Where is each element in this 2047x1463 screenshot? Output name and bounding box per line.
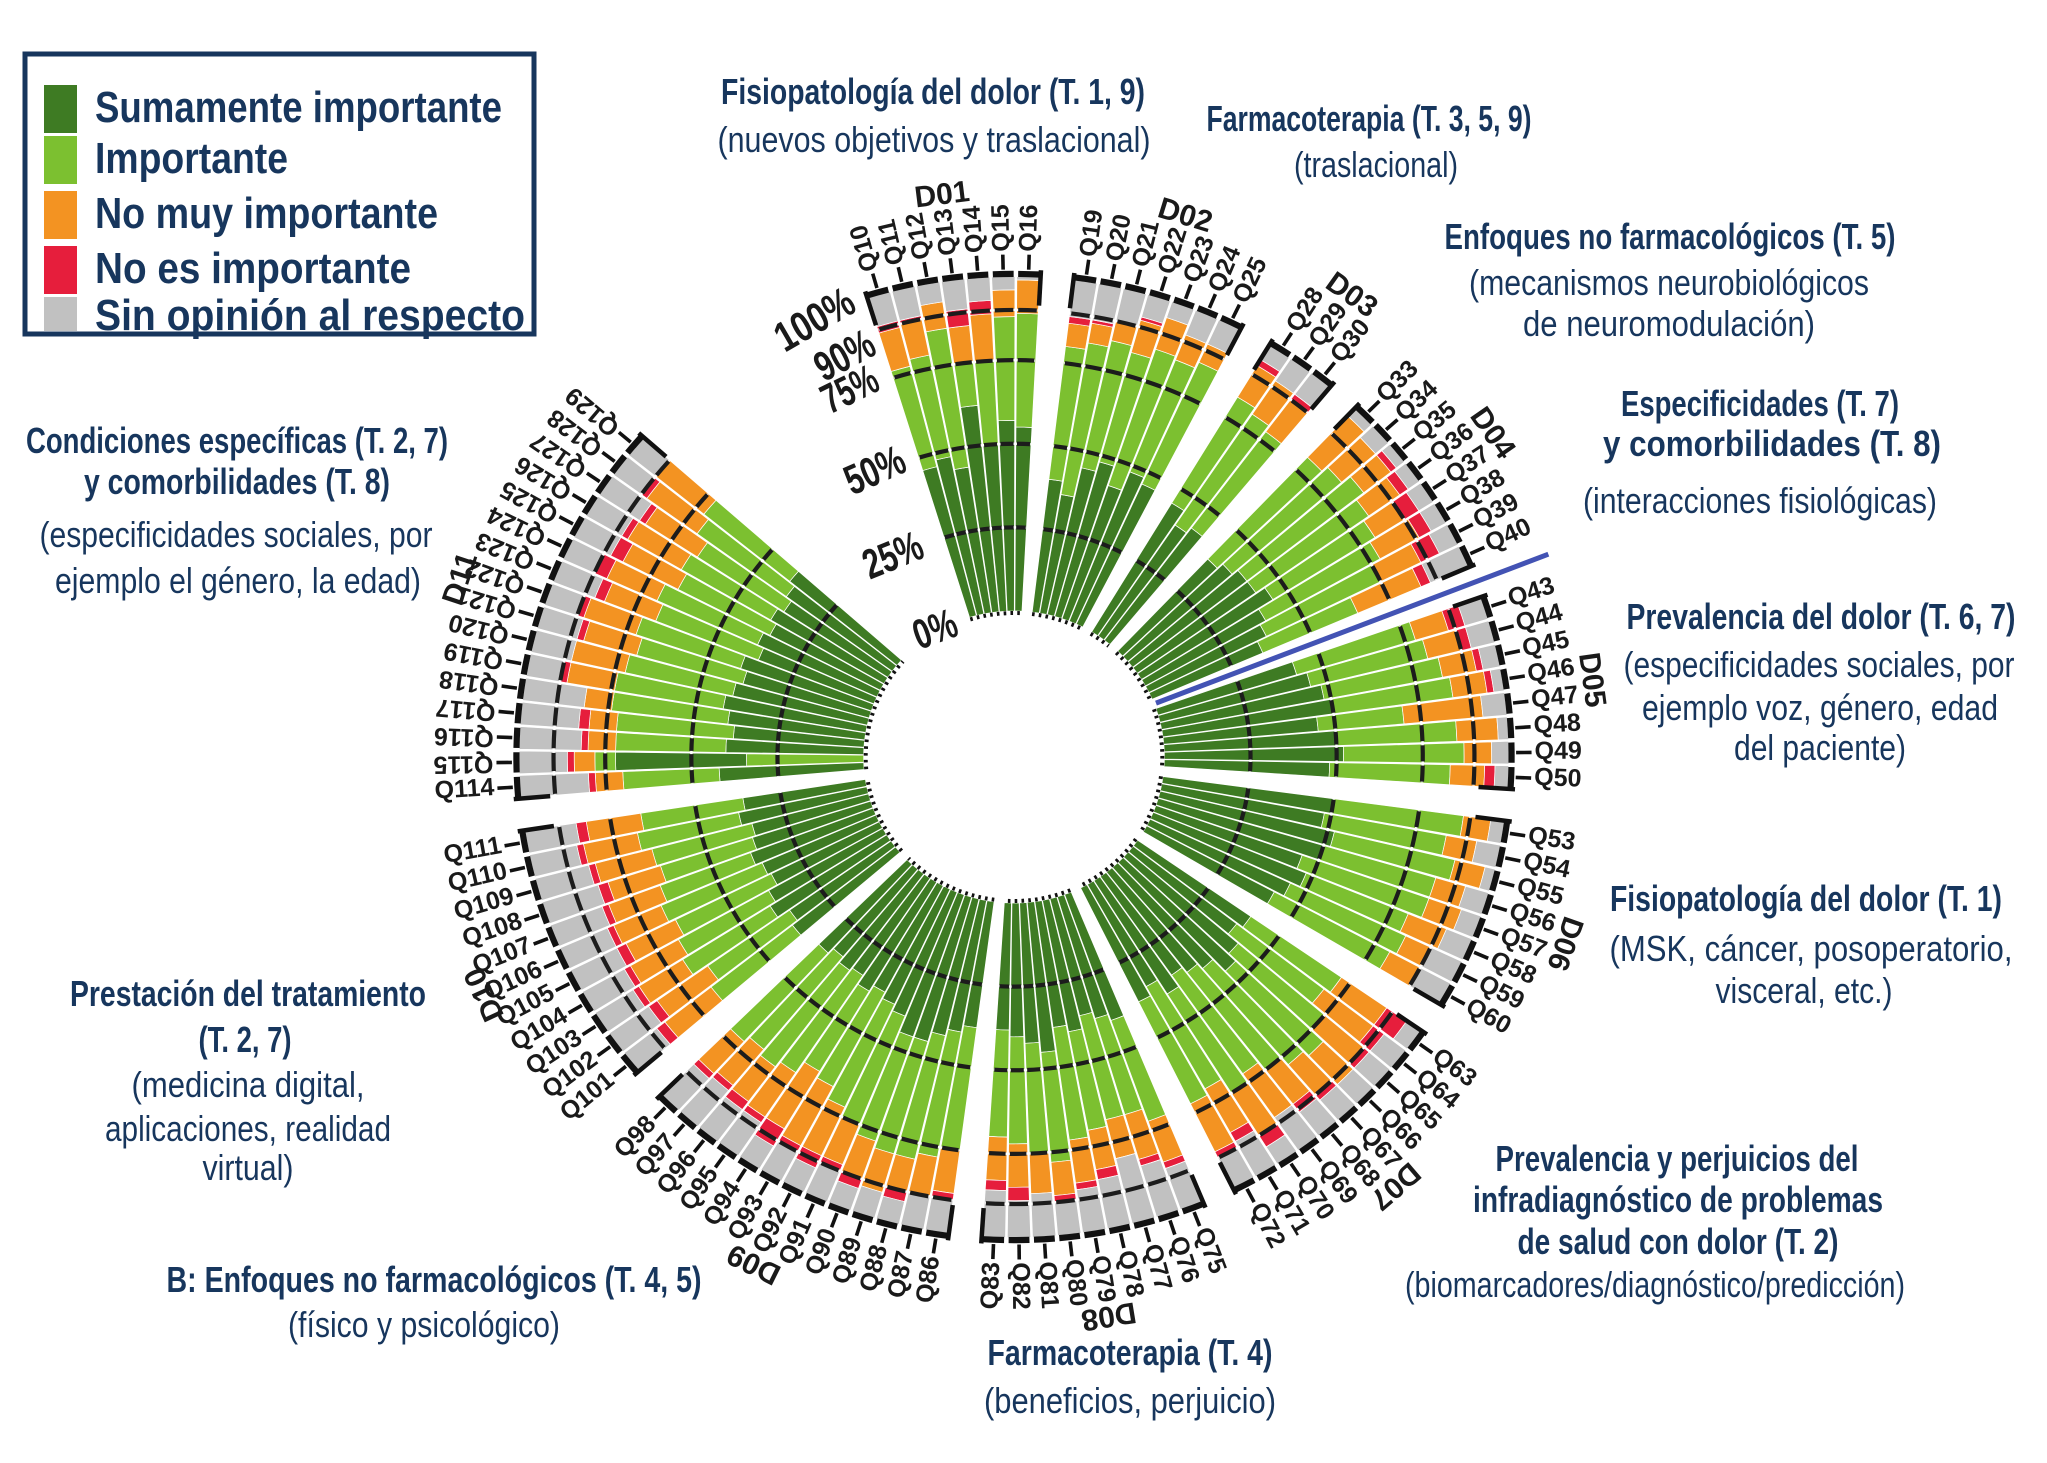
svg-text:Sumamente importante: Sumamente importante [95,83,502,132]
svg-text:Farmacoterapia (T. 4): Farmacoterapia (T. 4) [988,1332,1273,1373]
svg-text:Sin opinión al respecto: Sin opinión al respecto [95,291,525,340]
svg-text:Q19: Q19 [1074,208,1109,259]
svg-text:D01: D01 [913,175,972,215]
svg-text:(MSK, cáncer, posoperatorio,: (MSK, cáncer, posoperatorio, [1610,928,2013,969]
svg-text:No es importante: No es importante [95,244,411,293]
svg-text:D05: D05 [1572,650,1612,709]
svg-text:Q114: Q114 [434,773,495,805]
svg-text:visceral, etc.): visceral, etc.) [1716,970,1893,1011]
svg-text:aplicaciones, realidad: aplicaciones, realidad [105,1108,391,1149]
svg-text:Q82: Q82 [1007,1262,1035,1310]
svg-text:Q14: Q14 [957,205,988,254]
svg-text:Q81: Q81 [1033,1261,1064,1310]
svg-text:y comorbilidades (T. 8): y comorbilidades (T. 8) [84,461,390,502]
svg-text:(especificidades sociales, por: (especificidades sociales, por [1624,644,2015,685]
svg-text:de neuromodulación): de neuromodulación) [1523,303,1815,344]
svg-text:(beneficios, perjuicio): (beneficios, perjuicio) [984,1380,1276,1421]
svg-text:Condiciones específicas (T. 2,: Condiciones específicas (T. 2, 7) [26,420,448,461]
svg-text:(especificidades sociales, por: (especificidades sociales, por [40,514,433,555]
svg-text:Prestación del tratamiento: Prestación del tratamiento [70,973,426,1014]
svg-text:Fisiopatología del dolor (T. 1: Fisiopatología del dolor (T. 1, 9) [721,71,1145,112]
svg-text:Q50: Q50 [1534,763,1582,793]
svg-text:Q115: Q115 [433,750,493,779]
svg-text:(nuevos objetivos y traslacion: (nuevos objetivos y traslacional) [718,119,1151,160]
svg-text:Prevalencia del dolor (T. 6, 7: Prevalencia del dolor (T. 6, 7) [1627,596,2016,637]
svg-text:Q13: Q13 [929,207,963,257]
svg-text:Q16: Q16 [1014,204,1043,252]
svg-text:(físico y psicológico): (físico y psicológico) [288,1304,560,1345]
svg-text:(mecanismos neurobiológicos: (mecanismos neurobiológicos [1469,262,1869,303]
svg-text:Q48: Q48 [1533,708,1582,739]
svg-text:Q15: Q15 [986,204,1015,252]
svg-text:del paciente): del paciente) [1734,727,1906,768]
svg-text:Q80: Q80 [1060,1258,1093,1308]
svg-text:ejemplo voz, género, edad: ejemplo voz, género, edad [1642,687,1998,728]
svg-text:B: Enfoques no farmacológicos: B: Enfoques no farmacológicos (T. 4, 5) [167,1259,702,1300]
svg-text:Especificidades (T. 7): Especificidades (T. 7) [1621,383,1899,424]
svg-text:(T. 2, 7): (T. 2, 7) [199,1019,292,1060]
svg-text:Importante: Importante [95,134,288,183]
svg-text:Q83: Q83 [975,1261,1005,1309]
svg-text:Fisiopatología del dolor (T. 1: Fisiopatología del dolor (T. 1) [1610,878,2002,919]
svg-text:Prevalencia y perjuicios del: Prevalencia y perjuicios del [1496,1138,1859,1179]
svg-text:Enfoques no farmacológicos (T.: Enfoques no farmacológicos (T. 5) [1445,216,1896,257]
svg-text:Q116: Q116 [433,722,494,752]
svg-text:(interacciones fisiológicas): (interacciones fisiológicas) [1583,480,1937,521]
svg-text:virtual): virtual) [203,1147,294,1188]
svg-text:ejemplo el género, la edad): ejemplo el género, la edad) [55,560,421,601]
svg-text:(traslacional): (traslacional) [1294,144,1458,185]
svg-text:infradiagnóstico de problemas: infradiagnóstico de problemas [1473,1179,1883,1220]
svg-text:Q49: Q49 [1535,737,1583,765]
svg-text:Farmacoterapia (T. 3, 5, 9): Farmacoterapia (T. 3, 5, 9) [1207,98,1532,139]
svg-text:Q117: Q117 [435,693,497,726]
svg-text:No muy importante: No muy importante [95,189,438,238]
svg-text:(medicina digital,: (medicina digital, [132,1064,365,1105]
svg-text:de salud con dolor (T. 2): de salud con dolor (T. 2) [1518,1221,1839,1262]
svg-text:Q47: Q47 [1530,680,1580,713]
svg-text:y comorbilidades (T. 8): y comorbilidades (T. 8) [1603,423,1941,464]
svg-text:(biomarcadores/diagnóstico/pre: (biomarcadores/diagnóstico/predicción) [1405,1264,1905,1305]
